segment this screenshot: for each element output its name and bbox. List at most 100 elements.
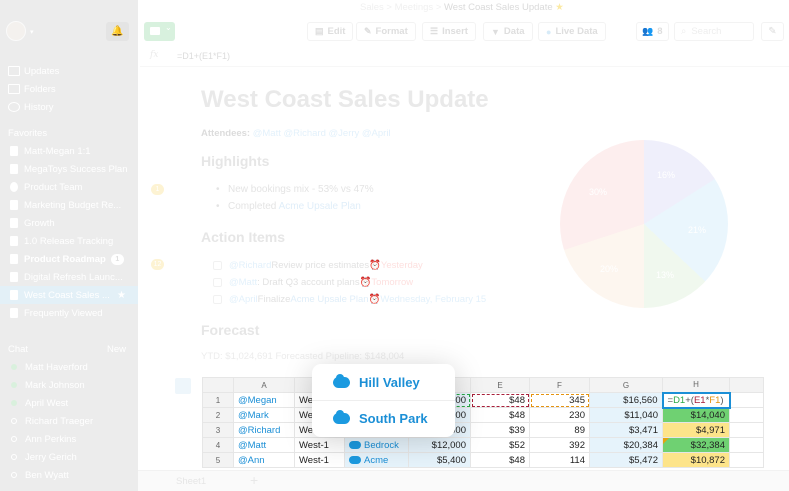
document-link[interactable]: Acme Upsale Plan (278, 201, 361, 212)
breadcrumb-item[interactable]: Meetings (394, 2, 434, 13)
add-sheet-button[interactable]: + (250, 472, 259, 488)
favorite-item[interactable]: Matt-Megan 1:1 (0, 142, 138, 160)
suggestion-item[interactable]: South Park (312, 400, 455, 436)
cell[interactable]: $14,040 (662, 407, 730, 423)
cell[interactable]: $11,040 (589, 407, 663, 423)
star-icon[interactable]: ★ (117, 289, 126, 301)
attendee-mentions[interactable]: @Matt @Richard @Jerry @April (252, 128, 391, 139)
compose-button[interactable]: ✎ (761, 22, 784, 41)
column-header[interactable] (729, 377, 764, 393)
favorite-item[interactable]: Marketing Budget Re... (0, 196, 138, 214)
cell[interactable]: $52 (470, 437, 530, 453)
document-link[interactable]: Acme Upsale Plan (290, 294, 369, 305)
star-icon[interactable]: ★ (555, 2, 564, 13)
cell[interactable] (729, 392, 764, 408)
people-button[interactable]: 👥 8 (636, 22, 669, 41)
cell[interactable] (729, 422, 764, 438)
live-data-button[interactable]: ● Live Data (538, 22, 606, 41)
chat-item[interactable]: Ben Wyatt (0, 466, 138, 484)
cell[interactable]: @Megan (233, 392, 295, 408)
column-header[interactable]: E (470, 377, 530, 393)
format-button[interactable]: ✎ Format (356, 22, 416, 41)
comment-badge[interactable]: 1 (151, 184, 164, 195)
cell[interactable]: $48 (470, 407, 530, 423)
chat-item[interactable]: Mark Johnson (0, 376, 138, 394)
suggestion-item[interactable]: Hill Valley (312, 364, 455, 400)
chevron-down-icon[interactable]: ▾ (30, 29, 34, 36)
active-cell-editor[interactable]: =D1+(E1*F1) (661, 391, 731, 409)
cell[interactable]: $16,560 (589, 392, 663, 408)
cell[interactable]: @Matt (233, 437, 295, 453)
cell[interactable]: 114 (529, 452, 590, 468)
chat-item[interactable]: Matt Haverford (0, 358, 138, 376)
favorite-item[interactable]: Product Team (0, 178, 138, 196)
cell[interactable]: $5,472 (589, 452, 663, 468)
cell[interactable]: 89 (529, 422, 590, 438)
cell[interactable]: @Ann (233, 452, 295, 468)
sidebar-item-updates[interactable]: Updates (0, 62, 138, 80)
search-input[interactable]: ⌕ Search (674, 22, 754, 41)
cell[interactable]: @Mark (233, 407, 295, 423)
cell[interactable]: 392 (529, 437, 590, 453)
cell[interactable]: $39 (470, 422, 530, 438)
cell[interactable]: $48 (470, 452, 530, 468)
task-checkbox[interactable] (213, 295, 222, 304)
favorite-item-active[interactable]: West Coast Sales ... ★ (0, 286, 138, 304)
view-switcher-button[interactable] (144, 22, 175, 41)
task-checkbox[interactable] (213, 261, 222, 270)
new-chat-button[interactable]: New (106, 343, 126, 355)
cell[interactable]: $12,000 (408, 437, 471, 453)
cell[interactable] (729, 437, 764, 453)
chat-item[interactable]: Jerry Gerich (0, 448, 138, 466)
due-date[interactable]: Tomorrow (371, 277, 414, 288)
cell[interactable]: 230 (529, 407, 590, 423)
cell[interactable]: 345 (529, 392, 590, 408)
comment-badge[interactable]: 12 (151, 259, 164, 270)
row-header[interactable]: 1 (202, 392, 234, 408)
cell[interactable]: $5,400 (408, 452, 471, 468)
sidebar-item-folders[interactable]: Folders (0, 80, 138, 98)
expand-icon[interactable] (175, 378, 191, 394)
insert-button[interactable]: ☰ Insert (422, 22, 476, 41)
notifications-button[interactable]: 🔔 (106, 22, 129, 41)
column-header[interactable]: H (662, 377, 730, 393)
cell[interactable] (729, 407, 764, 423)
favorite-item[interactable]: Growth (0, 214, 138, 232)
favorite-item[interactable]: Digital Refresh Launc... (0, 268, 138, 286)
cell[interactable]: $48 (470, 392, 530, 408)
chat-item[interactable]: April West (0, 394, 138, 412)
favorite-item[interactable]: 1.0 Release Tracking (0, 232, 138, 250)
cell[interactable]: $10,872 (662, 452, 730, 468)
formula-input[interactable]: =D1+(E1*F1) (177, 51, 231, 61)
avatar[interactable] (6, 21, 26, 41)
column-header[interactable]: F (529, 377, 590, 393)
row-header[interactable]: 4 (202, 437, 234, 453)
favorite-item[interactable]: MegaToys Success Plan (0, 160, 138, 178)
column-header[interactable]: A (233, 377, 295, 393)
data-button[interactable]: ▼ Data (483, 22, 533, 41)
account-cell[interactable]: Bedrock (344, 437, 409, 453)
cell[interactable]: @Richard (233, 422, 295, 438)
sidebar-item-history[interactable]: History (0, 98, 138, 116)
cell[interactable]: $3,471 (589, 422, 663, 438)
corner-cell[interactable] (202, 377, 234, 393)
breadcrumb-item[interactable]: Sales (360, 2, 384, 13)
chat-item[interactable]: Richard Traeger (0, 412, 138, 430)
chat-item[interactable]: Ann Perkins (0, 430, 138, 448)
edit-button[interactable]: ▤ Edit (307, 22, 354, 41)
cell[interactable]: $20,384 (589, 437, 663, 453)
account-cell[interactable]: Acme (344, 452, 409, 468)
cell[interactable]: $4,971 (662, 422, 730, 438)
row-header[interactable]: 2 (202, 407, 234, 423)
row-header[interactable]: 5 (202, 452, 234, 468)
task-checkbox[interactable] (213, 278, 222, 287)
cell[interactable]: $32,384 (662, 437, 730, 453)
row-header[interactable]: 3 (202, 422, 234, 438)
cell[interactable] (729, 452, 764, 468)
favorite-item[interactable]: Product Roadmap 1 (0, 250, 138, 268)
favorite-item[interactable]: Frequently Viewed (0, 304, 138, 322)
due-date[interactable]: Wednesday, February 15 (380, 294, 487, 305)
due-date[interactable]: Yesterday (380, 260, 423, 271)
column-header[interactable]: G (589, 377, 663, 393)
cell[interactable]: West-1 (294, 437, 345, 453)
